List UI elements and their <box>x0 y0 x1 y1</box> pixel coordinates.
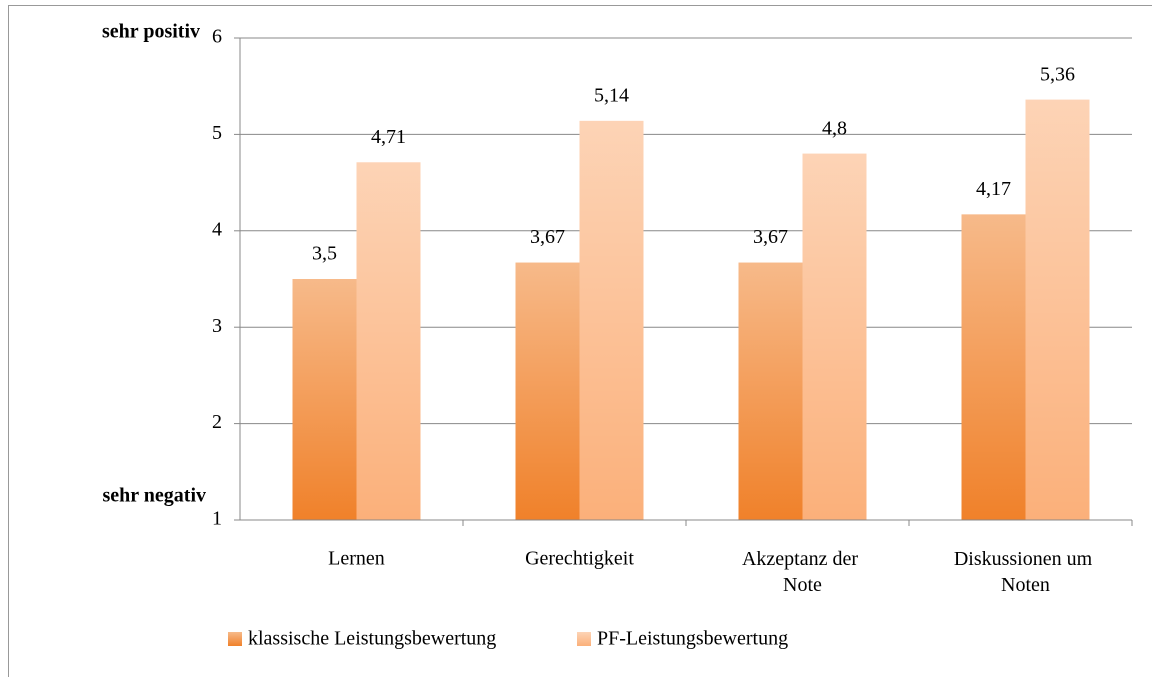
data-label: 4,71 <box>371 126 406 148</box>
bar-shine <box>292 279 357 520</box>
bar-shine <box>802 153 867 520</box>
y-tick-label: 3 <box>212 315 222 337</box>
x-tick-label: Gerechtigkeit <box>525 548 634 570</box>
x-tick-label: Lernen <box>328 548 385 570</box>
legend-swatch-shine <box>577 632 591 646</box>
y-tick-label: 6 <box>212 26 222 48</box>
annotation: sehr negativ <box>102 485 206 507</box>
y-tick-label: 4 <box>212 218 222 240</box>
bar-shine <box>738 262 803 520</box>
bar-shine <box>1025 99 1090 521</box>
legend-swatch-shine <box>228 632 242 646</box>
y-tick-label: 1 <box>212 508 222 530</box>
data-label: 3,67 <box>530 226 565 248</box>
bar-shine <box>356 162 421 520</box>
legend-label: PF-Leistungsbewertung <box>597 628 788 650</box>
data-label: 3,67 <box>753 226 788 248</box>
x-tick-label: Akzeptanz der Note <box>742 548 863 596</box>
x-tick-label: Diskussionen um Noten <box>954 548 1097 596</box>
data-label: 5,14 <box>594 84 629 106</box>
bar-shine <box>579 120 644 521</box>
data-label: 4,8 <box>822 117 847 139</box>
bar-shine <box>515 262 580 520</box>
legend-label: klassische Leistungsbewertung <box>248 628 496 650</box>
data-label: 4,17 <box>976 178 1011 200</box>
y-tick-label: 2 <box>212 411 222 433</box>
y-tick-label: 5 <box>212 122 222 144</box>
annotation: sehr positiv <box>102 21 200 43</box>
bar-shine <box>961 214 1026 521</box>
chart-frame <box>8 5 1152 677</box>
data-label: 3,5 <box>312 243 337 265</box>
data-label: 5,36 <box>1040 63 1075 85</box>
